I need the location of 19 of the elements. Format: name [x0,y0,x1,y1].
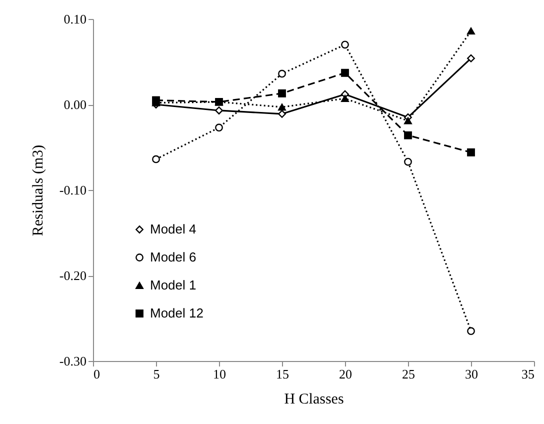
x-tick-label: 0 [94,366,100,382]
legend-label: Model 6 [150,250,196,264]
x-tick-label: 10 [213,366,226,382]
y-tick-label: 0.10 [64,12,86,26]
x-tick-label: 20 [339,366,352,382]
x-axis-title: H Classes [284,392,344,408]
legend-label: Model 4 [150,222,196,236]
x-tick-label: 30 [465,366,478,382]
x-tick-label: 35 [522,366,534,382]
y-tick-label: 0.00 [64,97,86,112]
y-axis-title: Residuals (m3) [30,144,46,236]
x-tick-label: 15 [276,366,289,382]
y-tick-label: -0.10 [59,182,86,198]
y-tick-label: -0.20 [59,268,86,283]
legend-label: Model 1 [150,278,196,292]
y-tick-label: -0.30 [59,354,86,368]
x-tick-label: 25 [402,366,415,382]
legend-label: Model 12 [150,306,204,320]
x-tick-label: 5 [153,366,160,382]
